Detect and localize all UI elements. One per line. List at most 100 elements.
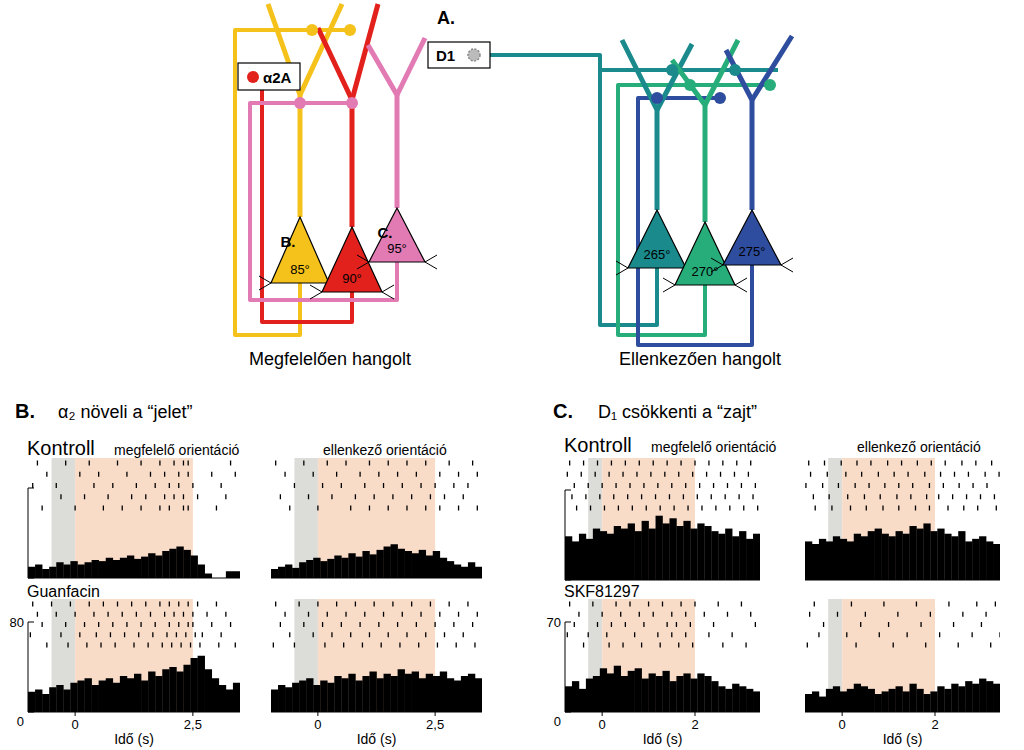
x-axis xyxy=(271,578,482,579)
bar xyxy=(35,690,42,713)
spike xyxy=(126,622,127,627)
periods xyxy=(52,599,193,712)
spike xyxy=(399,643,400,648)
neuron-group: 85°B.90°95°C.Megfelelően hangolt xyxy=(235,4,437,369)
spike xyxy=(145,494,146,499)
basal-dendrite xyxy=(711,258,723,265)
diagram: A.85°B.90°95°C.Megfelelően hangolt265°27… xyxy=(235,4,793,369)
bar xyxy=(285,565,292,579)
spike xyxy=(685,612,686,617)
spike xyxy=(994,494,995,499)
histogram-panel: ellenkező orientáció xyxy=(271,442,482,578)
spike xyxy=(868,483,869,488)
x-tick xyxy=(695,712,696,716)
spike xyxy=(680,461,681,466)
spike xyxy=(192,622,193,627)
spike xyxy=(824,461,825,466)
spike xyxy=(634,632,635,637)
bar xyxy=(704,526,711,580)
bar xyxy=(183,665,190,712)
dendrite xyxy=(622,40,657,210)
spike xyxy=(641,494,642,499)
spike xyxy=(188,506,189,511)
bar xyxy=(306,678,313,712)
dendrite xyxy=(318,28,352,227)
bar xyxy=(191,556,198,579)
spike xyxy=(990,643,991,648)
spike xyxy=(924,472,925,477)
basal-dendrite xyxy=(425,255,437,262)
spike xyxy=(625,461,626,466)
spike xyxy=(643,483,644,488)
spike xyxy=(963,506,964,511)
bar xyxy=(391,676,398,712)
bars xyxy=(28,547,240,579)
bar xyxy=(958,686,965,712)
bar xyxy=(198,565,205,579)
histogram-panel: Kontrollmegfelelő orientáció xyxy=(27,437,240,578)
spike xyxy=(574,483,575,488)
spike xyxy=(567,632,568,637)
dendrite xyxy=(726,50,752,210)
spike xyxy=(103,602,104,607)
basal-dendrite xyxy=(259,283,271,290)
synapse xyxy=(346,97,358,109)
spike xyxy=(823,622,824,627)
basal-dendrite xyxy=(616,268,628,275)
synapse xyxy=(729,64,741,76)
spike xyxy=(912,483,913,488)
spike xyxy=(930,612,931,617)
spike xyxy=(439,612,440,617)
spike xyxy=(444,494,445,499)
bar xyxy=(162,551,169,578)
x-axis xyxy=(271,712,482,713)
receptor-box xyxy=(428,42,490,68)
spike xyxy=(369,461,370,466)
spike xyxy=(657,483,658,488)
spike xyxy=(595,472,596,477)
spike xyxy=(383,612,384,617)
bar xyxy=(226,571,233,578)
spike xyxy=(32,483,33,488)
x-axis xyxy=(805,712,1000,713)
bar xyxy=(278,567,285,578)
spike xyxy=(671,632,672,637)
basal-dendrite xyxy=(382,292,394,299)
spike xyxy=(173,612,174,617)
x-axis xyxy=(565,580,760,581)
spike xyxy=(392,602,393,607)
bar xyxy=(198,656,205,712)
synapse xyxy=(764,79,776,91)
spike xyxy=(884,483,885,488)
bar xyxy=(819,697,826,712)
spike xyxy=(56,483,57,488)
spike xyxy=(986,483,987,488)
spike xyxy=(434,483,435,488)
spike xyxy=(856,461,857,466)
spike xyxy=(230,461,231,466)
basal-dendrite xyxy=(663,278,675,285)
spike xyxy=(188,472,189,477)
periods xyxy=(52,458,193,578)
bar xyxy=(697,523,704,580)
spike xyxy=(569,602,570,607)
bar xyxy=(468,562,475,578)
x-tick-label: 0 xyxy=(314,717,321,732)
spike xyxy=(995,602,996,607)
spike xyxy=(940,472,941,477)
period xyxy=(318,599,435,712)
spike xyxy=(627,494,628,499)
bar xyxy=(398,549,405,578)
spike xyxy=(434,622,435,627)
spike xyxy=(882,506,883,511)
spike xyxy=(458,472,459,477)
spike xyxy=(275,461,276,466)
spike xyxy=(345,461,346,466)
spike xyxy=(680,602,681,607)
spike xyxy=(420,483,421,488)
spike xyxy=(221,483,222,488)
bar xyxy=(854,534,861,580)
spike xyxy=(341,483,342,488)
spike xyxy=(331,494,332,499)
bar xyxy=(341,678,348,712)
